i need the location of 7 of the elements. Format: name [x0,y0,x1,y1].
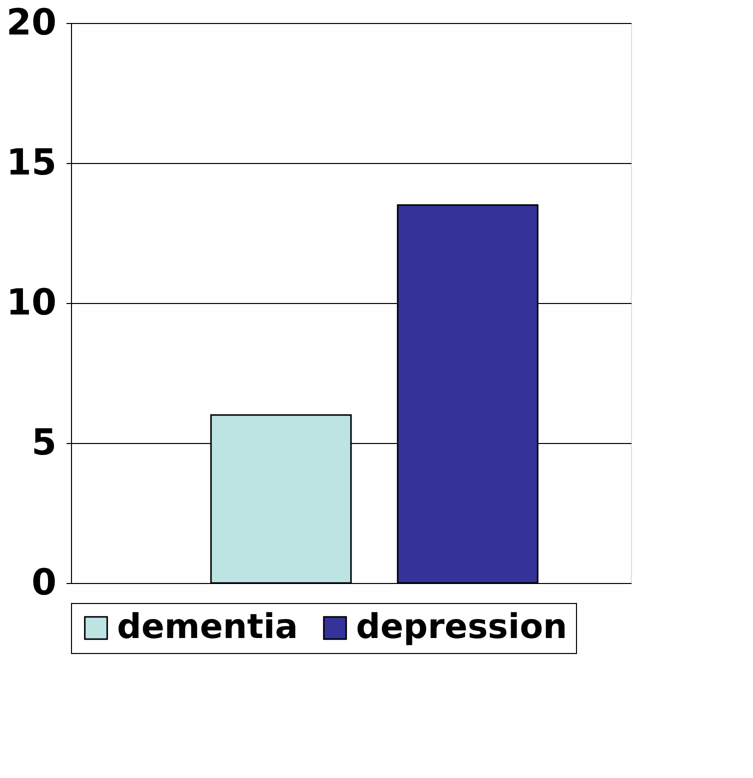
y-tick-label: 20 [6,2,56,44]
y-tick-label: 15 [6,142,56,184]
y-tick-label: 5 [31,422,56,464]
y-tick-label: 0 [31,562,56,604]
legend-label: depression [356,607,568,647]
legend-label: dementia [117,607,298,647]
y-tick-label: 10 [6,282,56,324]
